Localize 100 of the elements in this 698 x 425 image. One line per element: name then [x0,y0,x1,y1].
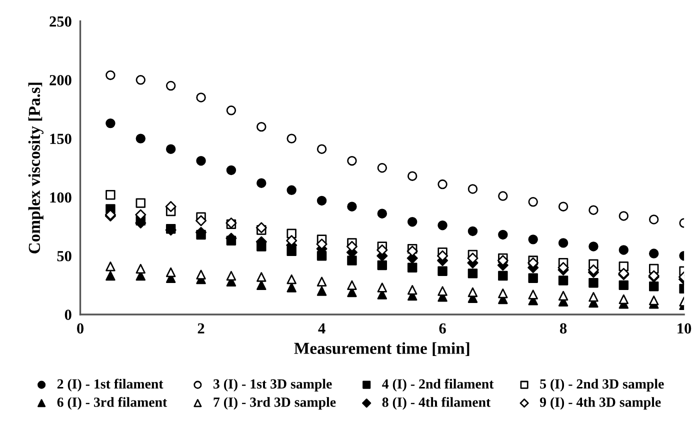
point [407,171,418,181]
x-tick-label: 2 [198,323,204,334]
y-axis-title: Complex viscosity [Pa.s] [28,82,44,254]
point [377,163,388,173]
point [558,290,568,301]
x-axis-title: Measurement time [min] [294,342,470,356]
point [347,256,357,266]
point [618,280,629,290]
legend-label: 5 (I) - 2nd 3D sample [540,378,664,392]
point [618,245,629,255]
point [346,240,358,252]
point [528,257,539,268]
point [588,292,598,302]
point [377,260,388,270]
point [136,75,146,85]
point [618,211,629,221]
point [166,80,176,91]
y-tick-label: 0 [64,310,72,320]
point [226,165,236,176]
point [588,205,598,215]
point [166,267,176,278]
point [226,270,236,281]
point [528,197,538,207]
point [498,270,508,281]
point [468,226,478,236]
point [166,144,176,154]
point [256,178,266,188]
point [407,262,418,272]
x-tick-label: 4 [318,323,326,334]
point [347,156,357,166]
point [256,222,267,234]
point [376,244,388,256]
point [165,201,176,212]
point [558,202,568,212]
legend-label: 4 (I) - 2nd filament [382,378,494,392]
point [286,282,296,292]
x-tick-label: 0 [77,323,84,334]
point [558,238,568,248]
legend-label: 6 (I) - 3rd filament [57,397,168,410]
point [377,282,388,292]
point [316,286,327,296]
point [468,268,478,278]
point [468,287,478,298]
point [438,286,448,296]
point [106,190,116,200]
point [528,234,538,244]
y-tick-label: 250 [50,16,72,27]
x-tick-label: 10 [678,323,692,334]
point [106,118,116,128]
point [528,273,538,283]
point [286,134,296,144]
point [648,248,659,258]
point [196,156,206,166]
point [196,270,206,280]
point [196,92,206,102]
point [316,196,327,206]
legend-label: 9 (I) - 4th 3D sample [540,397,661,410]
y-tick-label: 50 [57,250,72,262]
legend-label: 8 (I) - 4th filament [382,397,491,410]
point [648,296,659,306]
point [588,278,598,288]
legend-label: 3 (I) - 1st 3D sample [214,378,332,392]
point [407,216,418,227]
y-tick-label: 100 [50,192,72,203]
point [438,220,448,230]
point [286,274,296,284]
point [618,294,629,304]
point [256,122,266,132]
point [588,242,598,252]
point [468,184,478,194]
point [648,214,659,224]
point [136,134,146,144]
point [498,288,508,298]
point [648,281,659,292]
point [558,276,568,286]
point [498,191,508,201]
point [588,264,599,276]
point [106,270,116,281]
point [136,198,146,208]
point [347,280,357,290]
point [407,285,418,295]
x-tick-label: 6 [439,323,446,334]
legend-label: 2 (I) - 1st filament [57,378,164,392]
point [136,264,146,274]
x-tick-label: 8 [560,323,567,334]
point [106,70,116,80]
legend-label: 7 (I) - 3rd 3D sample [214,397,336,410]
point [256,272,266,282]
point [316,276,327,287]
point [347,202,357,212]
point [438,179,448,190]
point [256,280,266,290]
point [316,144,327,154]
point [196,215,207,226]
point [106,262,116,272]
point [498,230,508,240]
point [528,290,538,300]
point [438,266,448,276]
point [286,185,296,196]
point [226,106,236,116]
